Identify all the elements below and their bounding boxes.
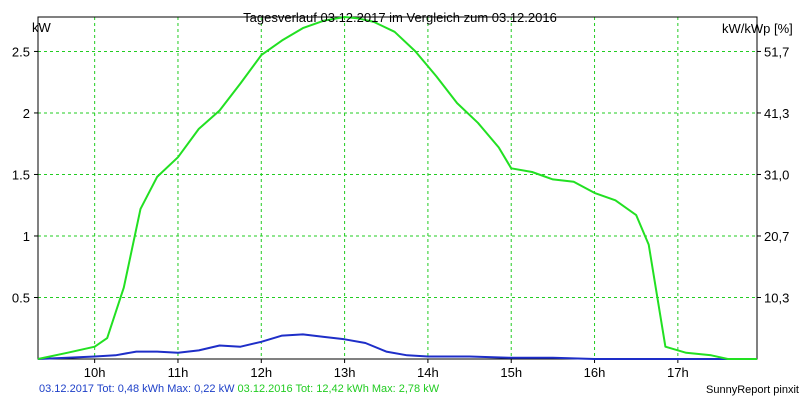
plot-frame <box>37 16 758 360</box>
chart-title: Tagesverlauf 03.12.2017 im Vergleich zum… <box>243 10 557 25</box>
x-tick-label: 17h <box>667 365 689 380</box>
x-tick-label: 13h <box>334 365 356 380</box>
legend-series-2016: 03.12.2016 Tot: 12,42 kWh Max: 2,78 kW <box>237 383 440 395</box>
legend-series-2017: 03.12.2017 Tot: 0,48 kWh Max: 0,22 kW <box>39 383 235 395</box>
y-tick-label: 1.5 <box>12 167 30 182</box>
y2-tick-label: 31,0 <box>764 167 789 182</box>
y-tick-label: 1 <box>23 229 30 244</box>
credit-text: SunnyReport pinxit <box>706 384 799 396</box>
axis-ticks: 10h 11h 12h 13h 14h 15h 16h 17h 0.5 10,3 1 20,7 1.5 3… <box>12 44 789 380</box>
y2-tick-label: 51,7 <box>764 44 789 59</box>
x-tick-label: 16h <box>584 365 606 380</box>
y2-tick-label: 20,7 <box>764 229 789 244</box>
y-tick-label: 2 <box>23 106 30 121</box>
y2-tick-label: 10,3 <box>764 290 789 305</box>
legend: 03.12.2017 Tot: 0,48 kWh Max: 0,22 kW 03… <box>39 383 439 395</box>
y-tick-label: 2.5 <box>12 44 30 59</box>
x-tick-label: 12h <box>250 365 272 380</box>
x-tick-label: 10h <box>84 365 106 380</box>
grid <box>38 17 757 359</box>
right-axis-unit: kW/kWp [%] <box>722 21 793 36</box>
x-tick-label: 15h <box>500 365 522 380</box>
x-tick-label: 11h <box>168 365 189 380</box>
series-line-2016 <box>37 16 757 360</box>
y-tick-label: 0.5 <box>12 290 30 305</box>
series-lines <box>37 16 757 360</box>
x-tick-label: 14h <box>417 365 439 380</box>
y2-tick-label: 41,3 <box>764 106 789 121</box>
left-axis-unit: kW <box>32 20 51 35</box>
series-line-2017 <box>37 333 757 360</box>
